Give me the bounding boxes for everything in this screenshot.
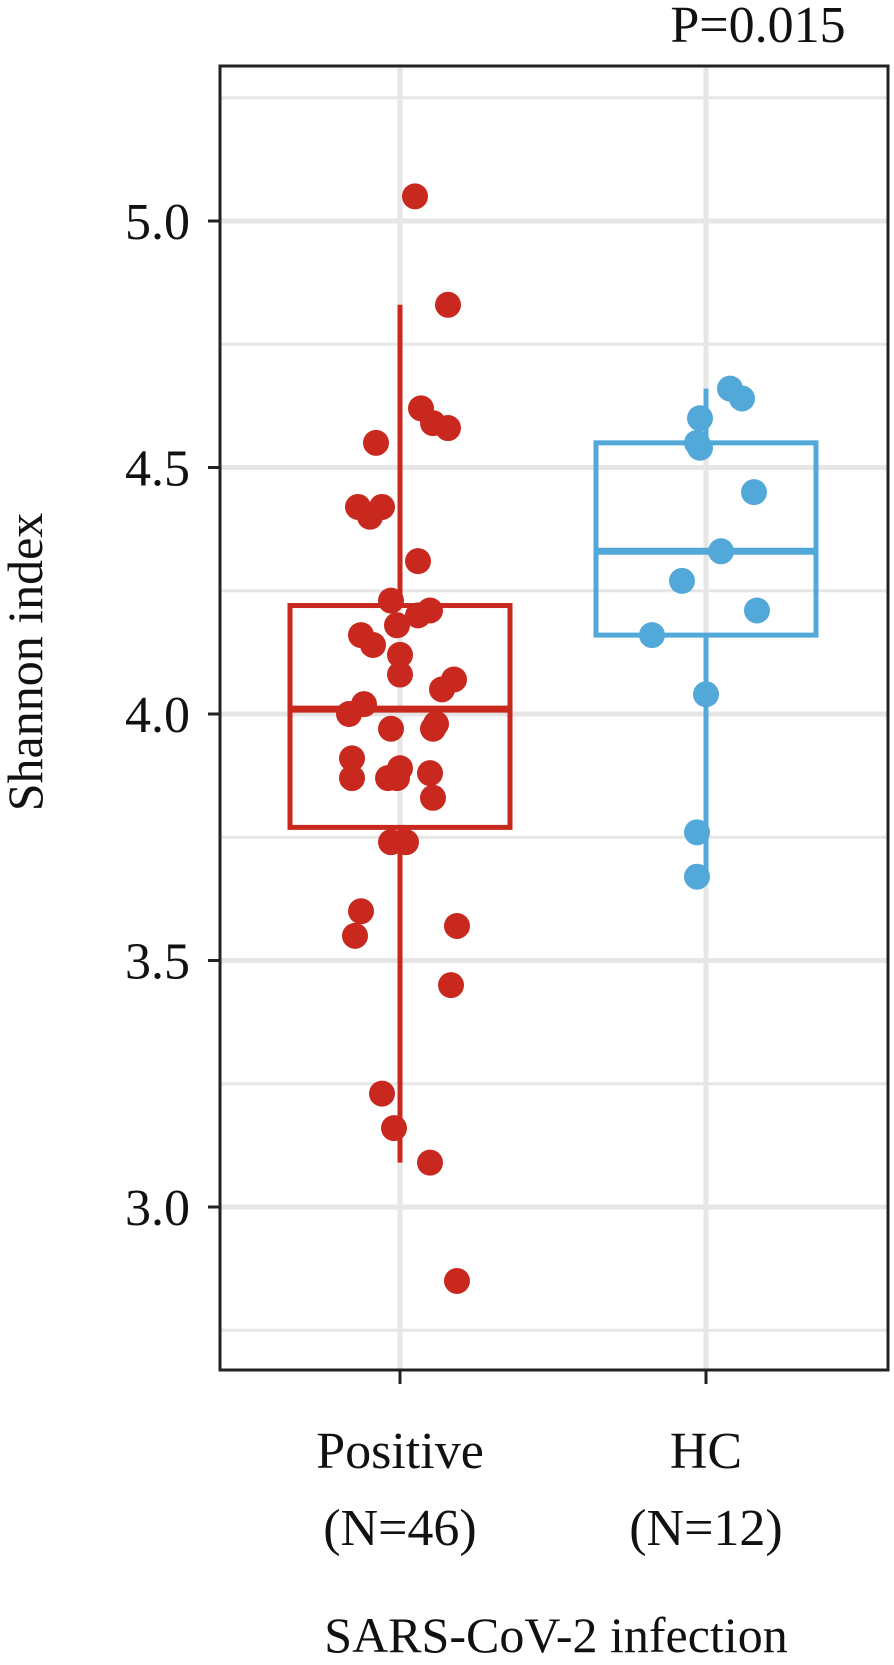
data-point: [384, 612, 410, 639]
data-point: [744, 597, 770, 624]
data-point: [363, 429, 389, 456]
data-point: [339, 765, 365, 792]
data-point: [369, 1080, 395, 1107]
point-layer: [336, 183, 770, 1294]
data-point: [444, 912, 470, 939]
data-point: [405, 602, 431, 629]
data-point: [381, 1115, 407, 1142]
data-point: [435, 291, 461, 318]
axis-layer: 3.0 3.5 4.0 4.5 5.0 Positive (N=46) HC (N=12): [125, 194, 783, 1557]
y-tick-label: 3.0: [125, 1180, 190, 1237]
data-point: [684, 819, 710, 846]
data-point: [708, 538, 734, 565]
y-tick-label: 5.0: [125, 194, 190, 251]
data-point: [405, 548, 431, 575]
data-point: [435, 415, 461, 442]
data-point: [687, 405, 713, 432]
data-point: [687, 434, 713, 461]
y-tick-label: 3.5: [125, 934, 190, 991]
data-point: [402, 183, 428, 210]
data-point: [729, 385, 755, 412]
data-point: [378, 715, 404, 742]
grid-layer: [220, 66, 888, 1370]
x-tick-label: HC: [670, 1423, 742, 1480]
x-tick-label-count: (N=12): [629, 1500, 783, 1557]
data-point: [639, 622, 665, 649]
data-point: [393, 829, 419, 856]
data-point: [378, 587, 404, 614]
x-axis-title: SARS-CoV-2 infection: [324, 1607, 787, 1660]
data-point: [387, 661, 413, 688]
data-point: [417, 1149, 443, 1176]
plot-frame: [218, 64, 890, 1372]
data-point: [336, 701, 362, 727]
data-point: [669, 567, 695, 594]
data-point: [387, 641, 413, 668]
data-point: [384, 765, 410, 792]
data-point: [438, 972, 464, 999]
data-point: [693, 681, 719, 708]
y-tick-label: 4.5: [125, 441, 190, 498]
p-value-annotation: P=0.015: [670, 0, 845, 54]
data-point: [417, 760, 443, 787]
data-point: [684, 863, 710, 890]
data-point: [342, 922, 368, 949]
data-point: [348, 898, 374, 925]
y-axis-title: Shannon index: [0, 513, 53, 812]
data-point: [360, 631, 386, 658]
data-point: [429, 676, 455, 703]
y-tick-label: 4.0: [125, 687, 190, 744]
data-point: [420, 715, 446, 742]
x-tick-label-count: (N=46): [323, 1500, 477, 1557]
data-point: [444, 1267, 470, 1294]
data-point: [339, 745, 365, 772]
x-tick-label: Positive: [316, 1423, 484, 1480]
data-point: [741, 479, 767, 506]
data-point: [357, 503, 383, 530]
data-point: [420, 784, 446, 811]
